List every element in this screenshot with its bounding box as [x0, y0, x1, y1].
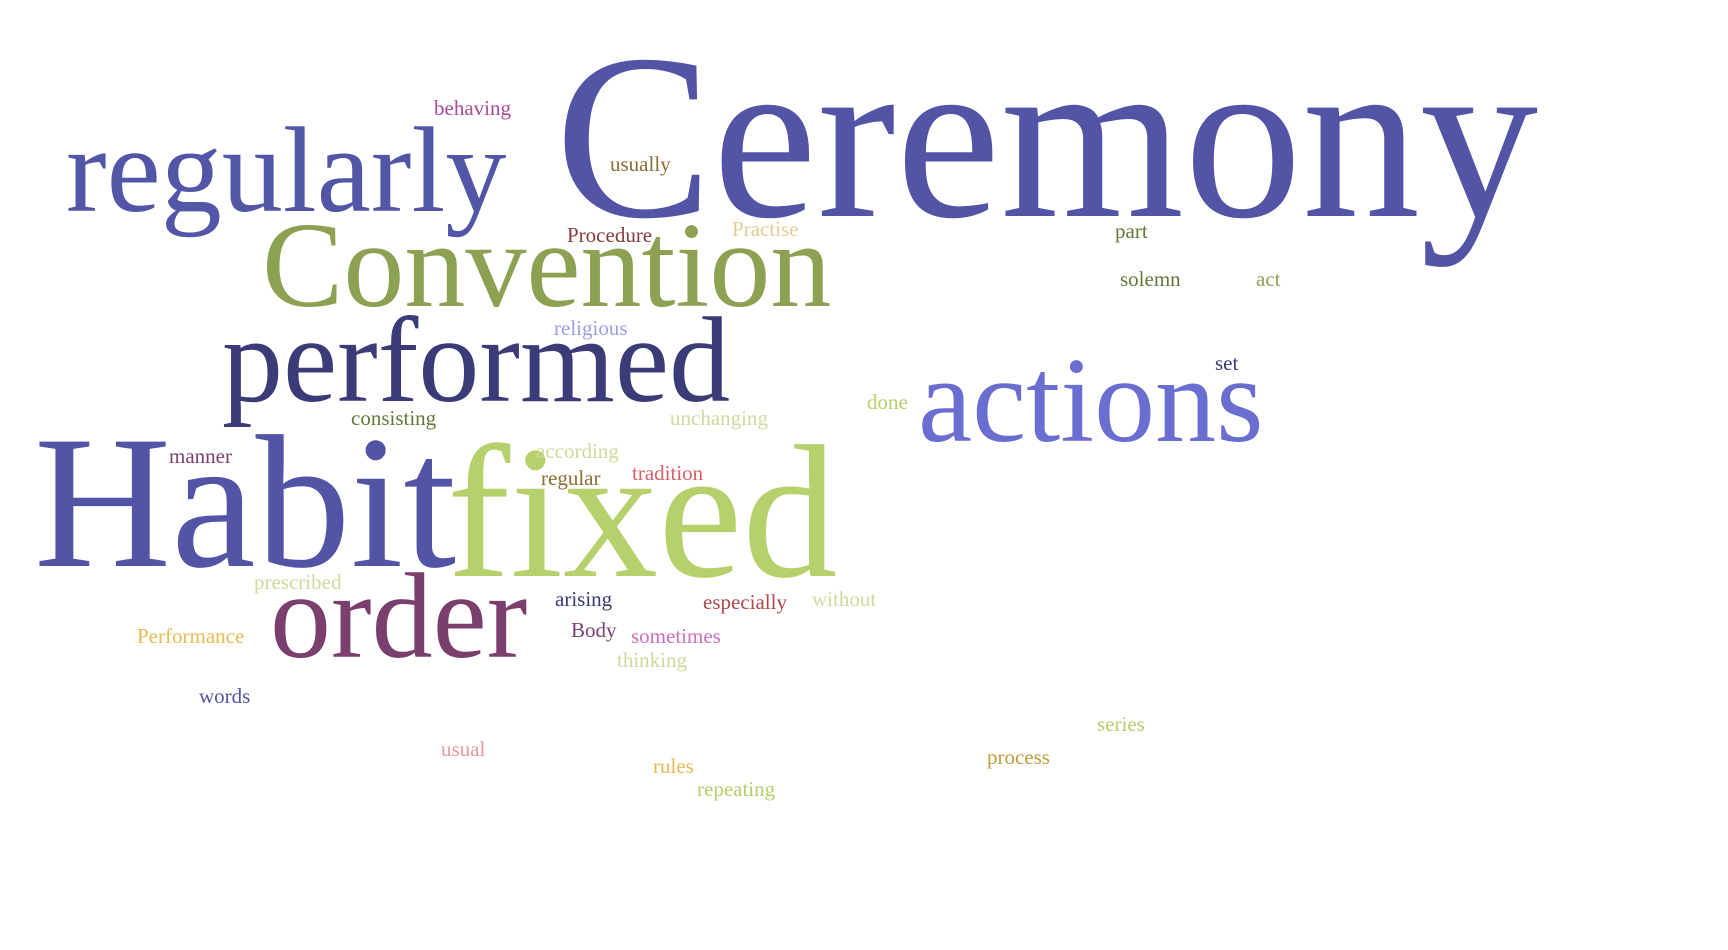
word-order: order — [270, 549, 528, 684]
word-usual: usual — [441, 737, 486, 761]
word-according: according — [536, 439, 619, 463]
word-rules: rules — [653, 754, 694, 778]
word-convention: Convention — [262, 198, 832, 333]
word-performed: performed — [222, 293, 731, 428]
word-regular: regular — [541, 466, 601, 490]
word-actions: actions — [918, 333, 1264, 468]
word-set: set — [1215, 351, 1239, 375]
word-regularly: regularly — [66, 103, 507, 238]
word-done: done — [867, 390, 908, 414]
word-ceremony: Ceremony — [555, 7, 1539, 268]
word-performance: Performance — [137, 624, 245, 648]
word-tradition: tradition — [632, 461, 704, 485]
word-manner: manner — [169, 444, 232, 468]
word-arising: arising — [555, 587, 613, 611]
word-practise: Practise — [732, 217, 799, 241]
word-words: words — [199, 684, 251, 708]
word-body: Body — [571, 618, 617, 642]
word-act: act — [1256, 267, 1281, 291]
word-solemn: solemn — [1120, 267, 1181, 291]
word-especially: especially — [703, 590, 787, 614]
word-consisting: consisting — [351, 406, 437, 430]
word-process: process — [987, 745, 1050, 769]
word-repeating: repeating — [697, 777, 776, 801]
word-usually: usually — [610, 152, 671, 176]
word-prescribed: prescribed — [254, 570, 342, 594]
word-sometimes: sometimes — [631, 624, 721, 648]
word-religious: religious — [554, 316, 628, 340]
word-fixed: fixed — [447, 408, 838, 618]
word-unchanging: unchanging — [670, 406, 768, 430]
word-thinking: thinking — [617, 648, 688, 672]
word-part: part — [1115, 219, 1148, 243]
word-without: without — [812, 587, 877, 611]
word-series: series — [1097, 712, 1145, 736]
word-procedure: Procedure — [567, 223, 653, 247]
word-habit: Habit — [34, 398, 457, 608]
word-behaving: behaving — [434, 96, 511, 120]
